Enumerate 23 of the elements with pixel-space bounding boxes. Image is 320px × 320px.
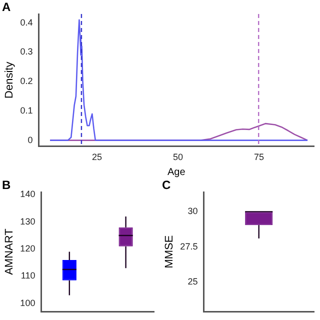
y-tick-label: 0.2 [20,76,33,86]
chart-title: C [162,178,171,192]
x-tick-label: 25 [92,152,102,162]
y-tick-label: 140 [20,189,36,200]
y-axis-title: AMNART [4,228,16,275]
y-tick-label: 120 [20,244,36,254]
y-tick-label: 0.1 [20,105,33,116]
y-tick-label: 27.5 [180,241,198,252]
x-tick-label: 50 [172,152,183,162]
y-tick-label: 110 [20,270,36,281]
x-tick-label: 75 [254,152,264,162]
x-axis-title: Age [167,166,186,178]
chart-title: A [2,0,11,14]
y-tick-label: 0 [28,134,33,145]
y-tick-label: 0.3 [20,46,33,57]
y-tick-label: 130 [20,216,36,226]
y-tick-label: 25 [188,276,198,287]
y-axis-title: Density [4,61,16,98]
y-tick-label: 100 [20,298,36,308]
y-tick-label: 30 [188,206,198,216]
y-tick-label: 0.4 [20,17,33,28]
y-axis-title: MMSE [164,235,176,268]
chart-title: B [2,178,11,192]
